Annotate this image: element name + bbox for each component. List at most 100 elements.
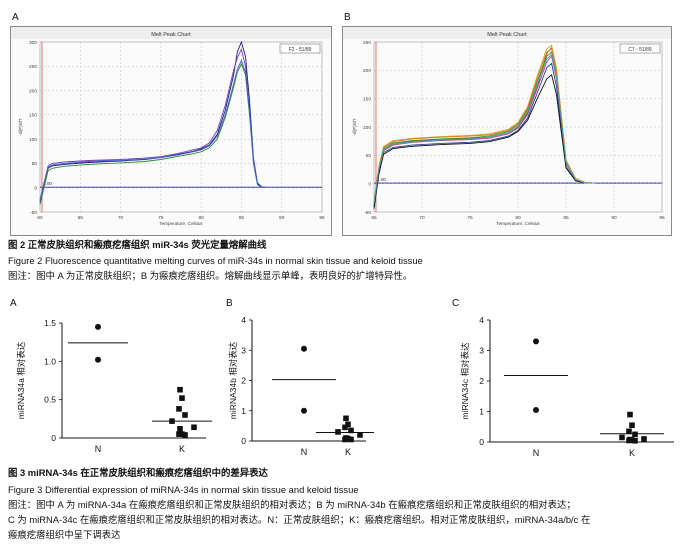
data-point-k: [179, 395, 185, 401]
fig2-caption-cn: 图 2 正常皮肤组织和瘢痕疙瘩组织 miR-34s 荧光定量熔解曲线: [8, 239, 267, 250]
y-tick-label: 3: [241, 345, 246, 355]
data-point-n: [301, 345, 307, 352]
chart-title: Melt Peak Chart: [487, 32, 527, 38]
x-tick-label: 75: [158, 215, 164, 221]
data-point-k: [626, 437, 632, 444]
x-tick-label-n: N: [95, 444, 102, 454]
fig3-note-line-1: 图注：图中 A 为 miRNA-34a 在瘢痕疙瘩组织和正常皮肤组织的相对表达；…: [8, 499, 576, 510]
y-tick-label: 0: [479, 437, 484, 447]
x-tick-label-k: K: [629, 448, 635, 458]
legend-label: C7 - 51/89: [628, 47, 652, 53]
y-tick-label: 1.0: [44, 356, 56, 366]
fig3-panel-label-b: B: [226, 298, 233, 309]
data-point-k: [182, 412, 188, 418]
y-axis-label: -d(F)/dT: [352, 118, 358, 135]
data-point-n: [95, 323, 101, 330]
x-tick-label: 85: [563, 215, 569, 221]
data-point-n: [533, 406, 539, 413]
x-tick-label: 80: [515, 215, 521, 221]
x-axis-label: Temperature, Celsius: [496, 221, 540, 226]
fig3-panel-label-a: A: [10, 298, 17, 309]
y-tick-label: 100: [363, 125, 371, 131]
data-point-k: [177, 386, 183, 393]
data-point-n: [301, 407, 307, 414]
x-tick-label: 70: [419, 215, 425, 221]
data-point-k: [179, 431, 185, 437]
data-point-k: [626, 428, 632, 435]
title-bar: [343, 27, 671, 39]
y-tick-label: 0: [368, 181, 371, 187]
y-tick-label: 0: [51, 433, 56, 443]
y-tick-label: 1: [479, 407, 484, 417]
y-tick-label: 4: [479, 315, 484, 325]
x-tick-label-n: N: [301, 447, 308, 457]
data-point-k: [191, 424, 197, 431]
data-point-k: [177, 426, 183, 432]
x-tick-label: 95: [319, 215, 325, 221]
x-tick-label: 75: [467, 215, 473, 221]
melt-chart-a: Melt Peak Chart F2 - 51/89 60 65 70 75 80 85 90 9…: [10, 26, 332, 236]
fig2-note: 图注：图中 A 为正常皮肤组织；B 为瘢痕疙瘩组织。熔解曲线显示单峰，表明良好的…: [8, 270, 413, 281]
y-tick-label: 150: [363, 96, 371, 102]
chart-frame: [10, 26, 332, 236]
fig3-panel-label-c: C: [452, 298, 460, 309]
x-tick-label-n: N: [533, 448, 540, 458]
fig2-panel-label-b: B: [344, 12, 351, 23]
data-point-k: [632, 437, 638, 444]
chart-title: Melt Peak Chart: [151, 32, 191, 38]
data-point-k: [169, 418, 175, 424]
x-tick-label: 85: [239, 215, 245, 221]
x-tick-label: 80: [198, 215, 204, 221]
y-tick-label: 1.5: [44, 318, 56, 328]
fig3-note-line-3: 瘢痕疙瘩组织中呈下调表达: [8, 529, 121, 540]
y-tick-label: 0: [34, 186, 37, 192]
data-point-k: [345, 435, 351, 442]
melt-curve-8: [373, 53, 595, 205]
data-point-k: [342, 436, 348, 443]
x-tick-label: 95: [659, 215, 665, 221]
y-tick-label: 150: [29, 113, 37, 119]
melt-chart-b: Melt Peak Chart C7 - 51/89 65 70 75 80 85 90 95 -…: [342, 26, 672, 236]
y-tick-label: 0: [241, 436, 246, 446]
threshold-label: 1.00: [377, 177, 386, 182]
y-tick-label: 200: [363, 68, 371, 74]
y-tick-label: 250: [363, 40, 371, 46]
data-point-k: [357, 432, 363, 438]
x-tick-label: 90: [279, 215, 285, 221]
y-tick-label: 2: [479, 376, 484, 386]
x-axis-label: Temperature, Celsius: [159, 221, 203, 226]
data-point-k: [335, 429, 341, 435]
y-tick-label: -50: [30, 210, 37, 216]
data-point-k: [345, 421, 351, 428]
data-point-k: [348, 427, 354, 434]
x-tick-label-k: K: [345, 447, 351, 457]
data-point-k: [342, 424, 348, 431]
y-axis-label: miRNA34c 相对表达: [460, 342, 470, 419]
fig2-caption-en: Figure 2 Fluorescence quantitative melti…: [8, 255, 423, 266]
y-axis-label: -d(F)/dT: [18, 118, 24, 135]
y-tick-label: 50: [366, 153, 372, 159]
x-tick-label: 65: [78, 215, 84, 221]
melt-curve-6: [373, 74, 595, 208]
legend-box: [279, 43, 321, 54]
y-axis-label: miRNA34b 相对表达: [228, 341, 238, 419]
data-point-k: [182, 432, 188, 438]
y-tick-label: 4: [241, 315, 246, 325]
y-tick-label: 250: [29, 64, 37, 70]
title-bar: [11, 27, 331, 39]
data-point-k: [629, 422, 635, 429]
data-point-k: [629, 437, 635, 443]
melt-curve-1: [39, 40, 266, 203]
y-tick-label: 2: [241, 376, 246, 386]
x-tick-label: 60: [37, 215, 43, 221]
data-point-k: [632, 431, 638, 438]
legend-box: [619, 43, 661, 54]
data-point-k: [176, 431, 182, 437]
data-point-k: [348, 436, 354, 443]
data-point-k: [627, 411, 633, 418]
legend-label: F2 - 51/89: [289, 47, 312, 53]
data-point-n: [95, 356, 101, 363]
data-point-k: [176, 406, 182, 412]
